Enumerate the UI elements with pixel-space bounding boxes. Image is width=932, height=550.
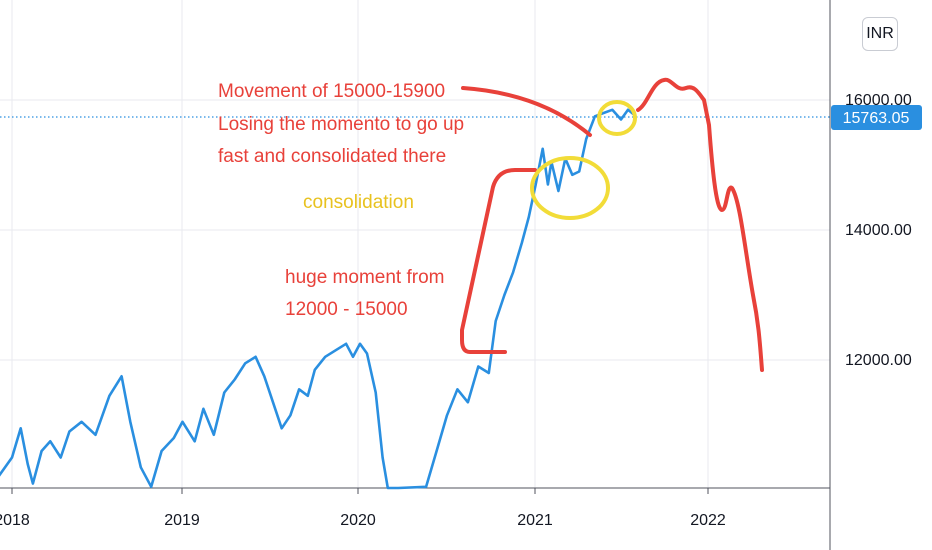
x-tick-label: 2019 [164,512,200,529]
series-point [263,375,266,378]
series-point [541,148,544,150]
series-point [80,421,83,423]
annotation-huge-move-line1: huge moment from [285,267,444,288]
series-point [19,427,22,430]
series-point [280,427,283,430]
series-point [193,440,196,443]
annotation-losing-momentum-line1: Losing the momento to go up [218,114,464,135]
series-point [68,430,71,433]
series-point [425,486,427,488]
series-point [120,375,123,378]
series-point [528,216,530,218]
series-point [40,450,43,452]
series-point [512,271,514,274]
series-point [213,434,215,436]
annotation-consolidation: consolidation [303,192,414,213]
series-point [503,294,506,296]
series-point [594,115,596,118]
highlight-ellipse-top [597,100,637,136]
x-tick-label: 2021 [517,512,553,529]
series-point [366,352,368,355]
series-point [456,388,459,391]
series-point [314,369,316,371]
drawn-projection [636,77,764,372]
series-point [59,456,62,459]
series-point [140,466,142,469]
drawn-bracket [460,168,537,354]
series-point [359,343,361,345]
series-point [11,456,13,459]
currency-button[interactable]: INR [862,17,898,51]
highlight-ellipse-consolidation [530,156,610,220]
series-point [494,320,497,322]
series-point [49,440,52,443]
series-point [467,401,469,404]
annotation-losing-momentum-line2: fast and consolidated there [218,146,446,167]
series-point [381,456,384,459]
series-point [202,408,205,410]
series-point [289,414,292,417]
series-point [181,421,184,423]
y-tick-label: 12000.00 [845,352,912,369]
series-point [534,183,537,186]
current-price-value: 15763.05 [843,110,910,127]
current-price-label: 15763.05 [831,105,922,130]
series-point [602,112,605,114]
series-point [108,395,111,397]
x-tick-label: 2018 [0,512,30,529]
series-point [244,362,246,365]
series-point [547,183,549,186]
series-point [571,174,574,176]
series-point [374,391,377,394]
series-point [477,365,480,368]
current-price-label-bg [831,105,922,130]
series-point [345,343,347,345]
series-point [397,487,400,489]
series-point [387,487,389,489]
series-point [521,242,523,244]
x-tick-label: 2022 [690,512,726,529]
series-point [150,486,152,488]
series-point [352,356,354,358]
series-point [488,372,490,374]
annotation-huge-move-line2: 12000 - 15000 [285,299,408,320]
series-point [32,482,34,485]
series-point [627,109,629,111]
y-tick-label: 14000.00 [845,222,912,239]
series-point [446,414,448,417]
x-tick-marks [11,488,709,494]
series-point [394,487,396,489]
series-point [94,434,97,436]
drawing-layer [460,77,764,372]
series-point [173,437,175,439]
series-point [160,450,163,452]
series-point [272,401,274,404]
y-tick-label: 16000.00 [845,92,912,109]
series-point [557,190,560,192]
series-point [129,421,132,423]
series-point [324,356,327,358]
series-point [620,118,622,121]
series-point [298,388,300,391]
annotation-movement: Movement of 15000-15900 [218,81,445,102]
series-point [578,170,580,173]
series-point [26,463,29,465]
x-tick-label: 2020 [340,512,376,529]
series-point [585,138,587,140]
drawn-arrow-line [461,86,592,137]
series-point [435,450,438,452]
series-point [334,349,337,352]
series-point [611,109,614,111]
series-point [254,356,257,358]
series-point [307,395,309,397]
series-point [233,378,236,381]
grid [0,0,830,488]
series-point [223,391,226,394]
